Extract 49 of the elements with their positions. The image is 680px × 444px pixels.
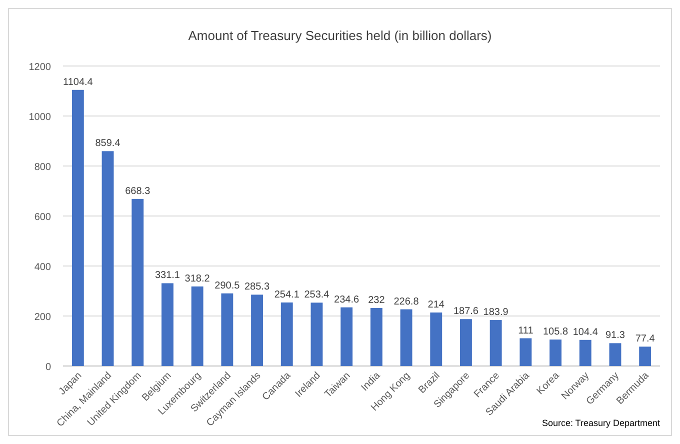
bar <box>520 338 532 366</box>
data-label: 318.2 <box>184 273 210 284</box>
bar <box>251 294 263 366</box>
bar <box>102 151 114 366</box>
bar <box>490 320 502 366</box>
data-label: 214 <box>428 300 445 310</box>
data-label: 77.4 <box>635 334 656 345</box>
data-label: 111 <box>518 325 534 336</box>
data-label: 1104.4 <box>63 76 94 88</box>
y-tick-label: 0 <box>45 362 52 373</box>
source-note: Source: Treasury Department <box>542 418 660 428</box>
chart-title: Amount of Treasury Securities held (in billion dollars) <box>188 28 492 43</box>
data-label: 104.4 <box>572 326 598 338</box>
bar <box>609 343 622 366</box>
bar <box>550 340 562 366</box>
bar <box>340 307 353 366</box>
data-label: 668.3 <box>125 186 151 197</box>
bar <box>310 302 323 366</box>
data-label: 226.8 <box>394 296 420 308</box>
y-tick-label: 800 <box>34 162 52 173</box>
data-label: 234.6 <box>334 294 360 306</box>
y-tick-label: 1000 <box>28 112 52 123</box>
data-label: 859.4 <box>95 138 121 150</box>
bar <box>579 340 592 366</box>
bar <box>132 198 144 366</box>
bar <box>639 346 652 366</box>
data-label: 183.9 <box>483 307 509 318</box>
data-label: 105.8 <box>543 326 568 338</box>
bar <box>191 286 204 366</box>
bar <box>280 302 293 366</box>
data-label: 187.6 <box>453 306 479 318</box>
y-tick-label: 200 <box>34 312 52 323</box>
bar <box>370 308 382 366</box>
data-label: 285.3 <box>244 282 270 293</box>
bar <box>400 309 412 366</box>
data-label: 91.3 <box>605 330 626 342</box>
data-label: 253.4 <box>304 290 330 301</box>
y-tick-label: 400 <box>34 262 52 273</box>
data-label: 232 <box>368 295 386 306</box>
bar <box>162 283 174 366</box>
bar <box>221 293 234 366</box>
bar <box>72 90 84 366</box>
data-label: 254.1 <box>274 289 300 300</box>
y-tick-label: 600 <box>34 212 52 223</box>
data-label: 331.1 <box>154 270 180 282</box>
bar <box>460 319 472 366</box>
data-label: 290.5 <box>214 280 240 292</box>
bar <box>430 312 442 366</box>
y-tick-label: 1200 <box>28 62 52 73</box>
